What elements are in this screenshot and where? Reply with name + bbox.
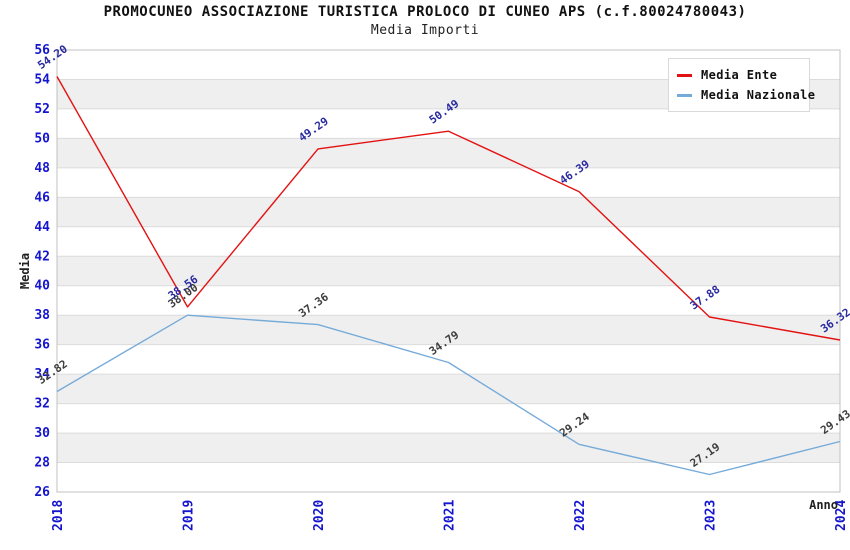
- x-axis-title: Anno: [809, 498, 838, 512]
- grid-band: [57, 315, 840, 345]
- y-tick-label: 50: [34, 131, 50, 146]
- series-line-media-ente: [56, 76, 841, 341]
- y-tick-label: 28: [34, 456, 50, 471]
- legend-label: Media Ente: [701, 68, 778, 82]
- grid-band: [57, 256, 840, 286]
- legend-line-swatch: [677, 73, 692, 77]
- y-tick-label: 30: [34, 426, 50, 441]
- y-tick-label: 56: [34, 43, 50, 58]
- grid-band: [57, 433, 840, 463]
- grid-band: [57, 197, 840, 227]
- legend-item-media-ente: Media Ente: [677, 65, 809, 85]
- y-tick-label: 34: [34, 367, 50, 382]
- x-tick-label: 2024: [834, 500, 849, 531]
- x-tick-label: 2020: [312, 500, 327, 531]
- chart-subtitle: Media Importi: [370, 23, 480, 38]
- value-label: 29.43: [818, 407, 850, 437]
- x-tick-label: 2019: [182, 500, 197, 531]
- x-tick-label: 2023: [704, 500, 719, 531]
- chart-title: PROMOCUNEO ASSOCIAZIONE TURISTICA PROLOC…: [103, 4, 747, 20]
- y-tick-label: 52: [34, 102, 50, 117]
- y-tick-label: 46: [34, 190, 50, 205]
- legend-label: Media Nazionale: [701, 88, 816, 102]
- grid-band: [57, 138, 840, 168]
- y-tick-label: 38: [34, 308, 50, 323]
- x-tick-label: 2021: [443, 500, 458, 531]
- x-tick-label: 2022: [573, 500, 588, 531]
- y-tick-label: 48: [34, 161, 50, 176]
- y-tick-label: 36: [34, 338, 50, 353]
- series-line-media-nazionale: [56, 314, 841, 476]
- y-tick-label: 42: [34, 249, 50, 264]
- value-label: 37.88: [688, 283, 723, 313]
- x-tick-label: 2018: [51, 500, 66, 531]
- legend: Media Ente Media Nazionale: [668, 58, 815, 112]
- y-tick-label: 44: [34, 220, 50, 235]
- legend-line-swatch: [677, 93, 692, 97]
- legend-item-media-nazionale: Media Nazionale: [677, 85, 815, 105]
- y-tick-label: 26: [34, 485, 50, 500]
- y-axis-title: Media: [18, 253, 32, 289]
- y-tick-label: 32: [34, 397, 50, 412]
- grid-band: [57, 374, 840, 404]
- plot-border: [56, 49, 841, 493]
- y-tick-label: 54: [34, 72, 50, 87]
- y-tick-label: 40: [34, 279, 50, 294]
